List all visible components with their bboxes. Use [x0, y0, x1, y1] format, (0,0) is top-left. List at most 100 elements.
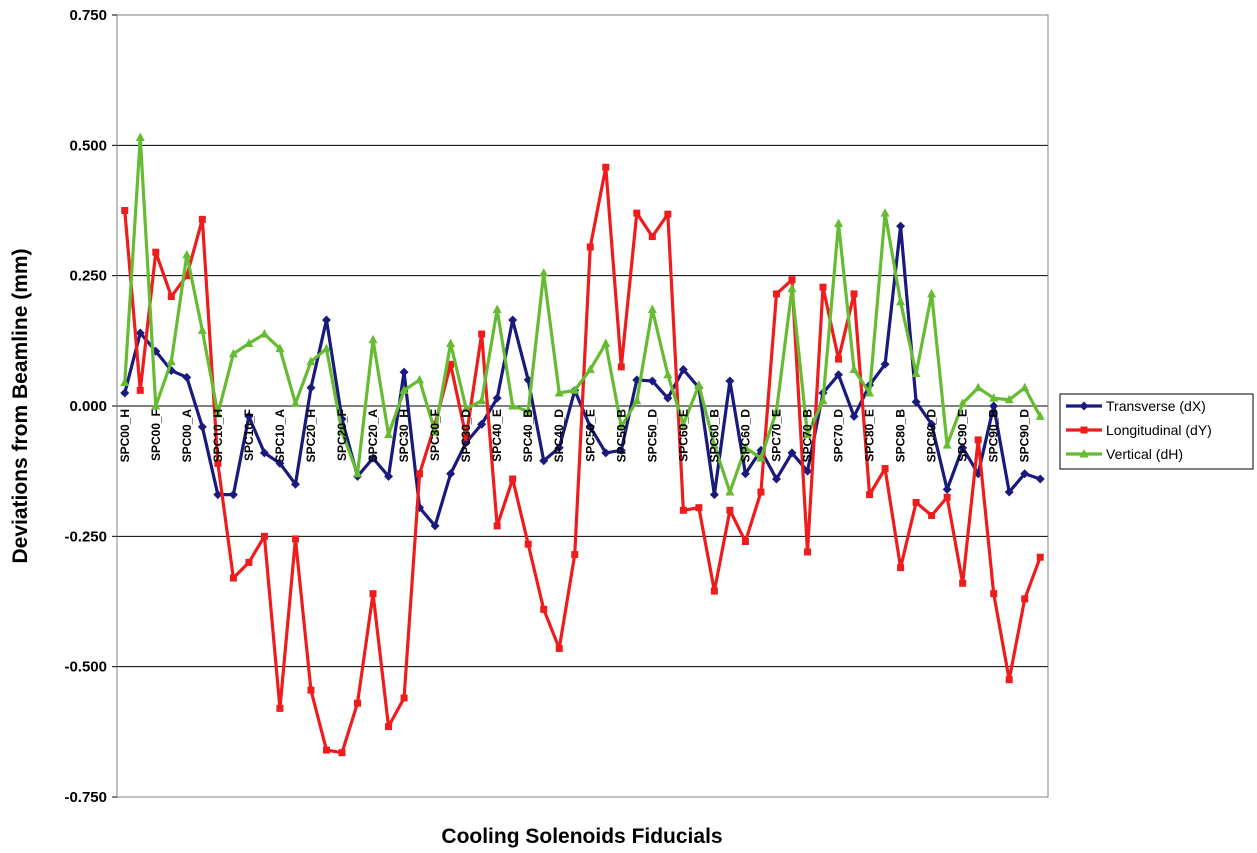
data-point: [492, 393, 502, 403]
data-point: [834, 370, 844, 380]
data-point: [602, 163, 610, 171]
data-point: [321, 315, 331, 325]
x-tick-label: SPC80_B: [894, 409, 908, 463]
data-point: [275, 458, 285, 468]
data-point: [1004, 487, 1014, 497]
data-point: [554, 387, 564, 397]
data-point: [229, 574, 237, 582]
data-point: [307, 686, 315, 694]
data-point: [353, 468, 363, 478]
data-point: [493, 522, 501, 530]
data-point: [710, 587, 718, 595]
data-point: [152, 248, 160, 256]
data-point: [290, 479, 300, 489]
data-point: [865, 387, 875, 397]
data-point: [911, 397, 921, 407]
data-point: [213, 490, 223, 500]
data-point: [508, 315, 518, 325]
y-tick-label: -0.500: [64, 659, 107, 676]
data-point: [1035, 411, 1045, 420]
x-tick-label: SPC00_A: [180, 409, 194, 463]
data-point: [1035, 474, 1045, 484]
data-point: [430, 427, 440, 436]
data-point: [896, 221, 906, 231]
data-point: [354, 699, 362, 707]
data-point: [585, 364, 595, 374]
x-tick-label: SPC60_B: [707, 409, 721, 463]
data-point: [337, 427, 347, 436]
data-point: [447, 360, 455, 368]
legend-label: Transverse (dX): [1106, 398, 1206, 414]
data-point: [803, 548, 811, 556]
data-point: [1021, 595, 1029, 603]
data-point: [771, 406, 781, 415]
data-point: [911, 368, 921, 378]
data-point: [524, 540, 532, 548]
y-axis-title: Deviations from Beamline (mm): [9, 248, 32, 563]
x-tick-label: SPC30_H: [397, 409, 411, 462]
data-point: [197, 422, 207, 432]
data-point: [1020, 382, 1030, 392]
x-tick-label: SPC60_E: [676, 409, 690, 462]
data-point: [368, 334, 378, 344]
y-tick-label: 0.750: [69, 7, 107, 24]
legend-marker: [1080, 426, 1088, 434]
x-axis-ticks: SPC00_H SPC00_F SPC00_A SPC10_H SPC10_F SPC10…: [118, 409, 1032, 463]
x-tick-label: SPC40_B: [521, 409, 535, 463]
data-point: [771, 474, 781, 484]
data-point: [616, 421, 626, 431]
data-point: [974, 436, 982, 444]
data-point: [183, 272, 191, 280]
data-point: [167, 293, 175, 301]
data-point: [834, 218, 844, 228]
data-point: [850, 290, 858, 298]
data-point: [989, 393, 999, 402]
data-point: [648, 233, 656, 241]
data-point: [570, 385, 580, 394]
data-point: [663, 369, 673, 379]
data-point: [135, 328, 145, 338]
data-point: [492, 304, 502, 314]
legend-marker: [1079, 401, 1089, 411]
y-tick-label: 0.500: [69, 137, 107, 154]
data-point: [897, 564, 905, 572]
data-point: [663, 393, 673, 403]
data-point: [741, 538, 749, 546]
data-point: [772, 290, 780, 298]
data-point: [384, 429, 394, 439]
legend: Transverse (dX) Longitudinal (dY) Vertical…: [1059, 393, 1254, 470]
x-tick-label: SPC30_F: [428, 409, 442, 461]
data-point: [756, 453, 766, 462]
y-tick-label: 0.000: [69, 398, 107, 415]
series-line: [123, 135, 1042, 494]
data-point: [384, 471, 394, 481]
data-point: [787, 283, 797, 293]
data-point: [477, 395, 487, 405]
data-point: [942, 440, 952, 449]
x-tick-label: SPC30_D: [459, 409, 473, 463]
data-point: [616, 445, 626, 455]
data-point: [726, 506, 734, 514]
x-tick-label: SPC20_A: [366, 409, 380, 463]
x-tick-label: SPC40_D: [552, 409, 566, 463]
x-tick-label: SPC60_D: [738, 409, 752, 463]
legend-marker: [1079, 449, 1089, 458]
data-point: [959, 579, 967, 587]
x-tick-label: SPC70_B: [800, 409, 814, 463]
data-point: [399, 385, 409, 394]
data-point: [259, 448, 269, 458]
data-point: [912, 498, 920, 506]
data-point: [647, 376, 657, 386]
data-point: [554, 443, 564, 453]
data-point: [369, 590, 377, 598]
data-point: [213, 408, 223, 418]
series-3: [120, 132, 1045, 496]
data-point: [586, 243, 594, 251]
data-point: [478, 330, 486, 338]
data-point: [198, 215, 206, 223]
data-point: [228, 348, 238, 358]
x-tick-label: SPC10_F: [242, 409, 256, 461]
data-point: [601, 448, 611, 458]
data-point: [182, 372, 192, 382]
data-point: [120, 388, 130, 398]
